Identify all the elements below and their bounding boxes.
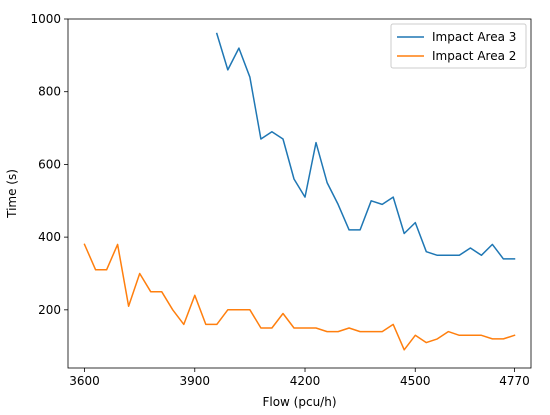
x-tick-label: 4500	[400, 374, 431, 388]
x-tick-label: 4200	[290, 374, 321, 388]
x-tick-label: 4770	[499, 374, 530, 388]
y-tick-label: 400	[38, 230, 61, 244]
x-tick-label: 3600	[69, 374, 100, 388]
y-tick-label: 200	[38, 303, 61, 317]
y-axis-label: Time (s)	[5, 169, 19, 219]
axes-frame	[67, 18, 532, 369]
x-tick-label: 3900	[180, 374, 211, 388]
x-axis-label: Flow (pcu/h)	[262, 395, 336, 409]
series-line-1	[215, 32, 516, 260]
y-tick-label: 600	[38, 157, 61, 171]
legend-label-2: Impact Area 2	[432, 49, 516, 63]
plot-area: 3600 3900 4200 4500 4770 200 400 600 800 1000	[30, 12, 532, 388]
legend-box	[390, 23, 527, 69]
legend-label-1: Impact Area 3	[432, 30, 516, 44]
legend: Impact Area 3 Impact Area 2	[390, 23, 527, 69]
y-tick-label: 1000	[30, 12, 61, 26]
y-tick-label: 800	[38, 85, 61, 99]
series-line-2	[83, 243, 516, 351]
